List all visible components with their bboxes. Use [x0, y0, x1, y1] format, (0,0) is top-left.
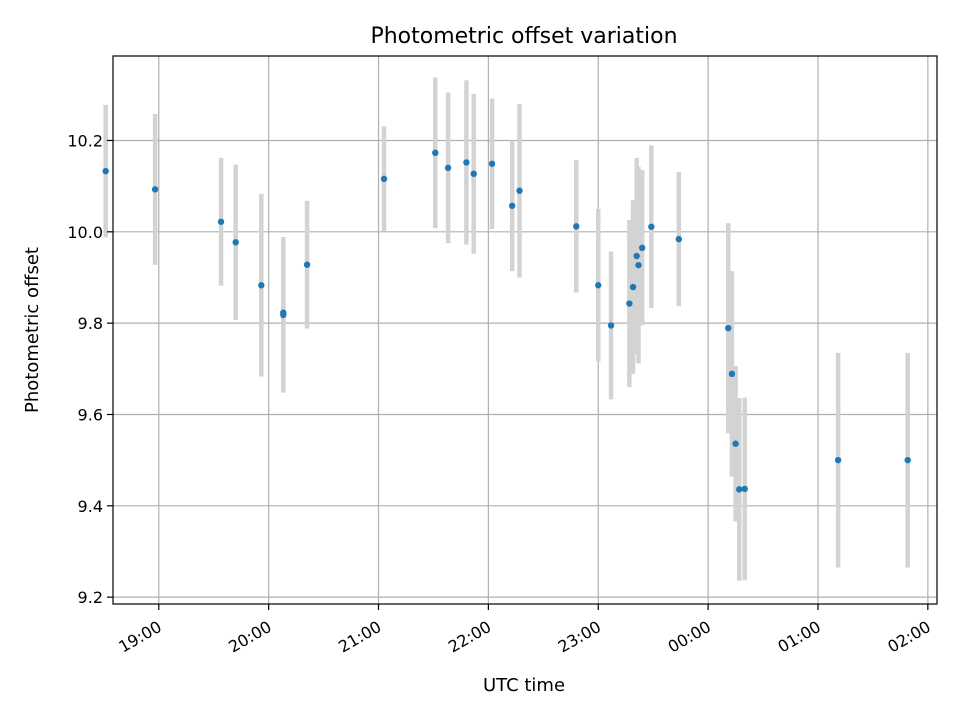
x-tick-label: 01:00: [775, 617, 824, 657]
data-point: [732, 440, 739, 447]
y-tick-label: 9.2: [78, 588, 103, 607]
y-tick-label: 9.8: [78, 314, 103, 333]
data-point: [470, 170, 477, 178]
data-point: [488, 160, 496, 167]
data-point: [626, 300, 633, 307]
data-point: [151, 186, 159, 193]
data-point: [280, 311, 287, 319]
data-point: [463, 159, 470, 166]
data-point: [904, 456, 911, 464]
x-tick-label: 22:00: [445, 617, 494, 657]
data-point: [380, 175, 388, 183]
data-point: [595, 282, 602, 289]
data-point: [444, 164, 452, 172]
data-point: [607, 322, 615, 329]
y-axis: 9.2 9.4 9.6 9.8 10.0 10.2: [67, 131, 113, 607]
y-axis-label: Photometric offset: [22, 247, 43, 413]
data-point: [728, 370, 736, 378]
x-axis: 19:00 20:00 21:00 22:00 23:00 00:00 01:00 02:00: [115, 604, 934, 657]
y-tick-label: 9.4: [78, 497, 103, 516]
y-tick-label: 10.0: [67, 223, 103, 242]
x-tick-label: 19:00: [115, 617, 164, 657]
data-point: [834, 456, 842, 464]
x-tick-label: 00:00: [665, 617, 714, 657]
x-tick-label: 21:00: [335, 617, 384, 657]
grid-layer: [113, 56, 937, 604]
data-point: [638, 244, 646, 251]
data-point: [432, 149, 439, 157]
x-tick-label: 02:00: [884, 617, 933, 657]
data-point: [232, 239, 239, 246]
data-point: [258, 282, 265, 289]
data-point: [573, 223, 580, 230]
data-point: [629, 283, 637, 291]
data-point: [736, 486, 743, 493]
x-tick-label: 20:00: [225, 617, 274, 657]
data-point: [508, 202, 516, 209]
data-point: [633, 252, 640, 260]
data-point: [102, 167, 109, 175]
data-point: [648, 223, 655, 230]
y-tick-label: 9.6: [78, 405, 103, 424]
data-point: [303, 261, 311, 268]
data-point: [725, 324, 732, 332]
x-axis-label: UTC time: [483, 675, 565, 696]
chart-title: Photometric offset variation: [370, 24, 677, 49]
data-point: [675, 235, 683, 243]
point-layer: [102, 149, 911, 493]
data-point: [516, 187, 523, 194]
plot-frame: [112, 55, 938, 605]
data-point: [217, 218, 225, 225]
data-point: [741, 485, 748, 493]
y-tick-label: 10.2: [67, 131, 103, 150]
x-tick-label: 23:00: [555, 617, 604, 657]
data-point: [635, 261, 642, 269]
